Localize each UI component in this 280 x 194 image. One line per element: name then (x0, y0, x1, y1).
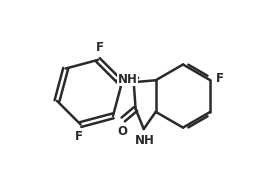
Text: F: F (75, 130, 83, 143)
Text: F: F (96, 41, 104, 54)
Text: NH: NH (118, 73, 137, 86)
Text: O: O (117, 125, 127, 138)
Text: NH: NH (135, 134, 155, 147)
Text: F: F (216, 72, 224, 85)
